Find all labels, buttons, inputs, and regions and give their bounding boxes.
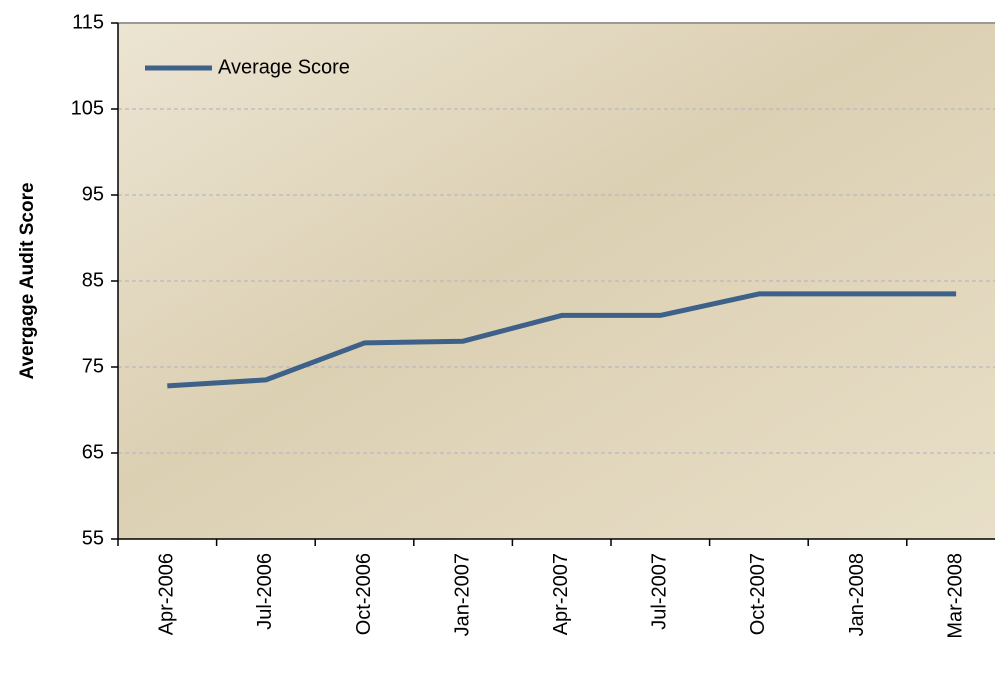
legend-label: Average Score	[218, 56, 350, 78]
x-tick-label: Jan-2007	[451, 553, 473, 636]
y-axis-title: Avergage Audit Score	[17, 182, 38, 379]
y-tick-label: 55	[82, 527, 104, 549]
y-tick-label: 85	[82, 269, 104, 291]
x-tick-label: Mar-2008	[944, 553, 966, 639]
x-tick-label: Jul-2006	[254, 553, 276, 630]
x-tick-label: Jul-2007	[649, 553, 671, 630]
data-line	[167, 291, 957, 389]
y-tick-label: 105	[71, 97, 104, 119]
x-tick-label: Oct-2007	[747, 553, 769, 635]
x-tick-label: Apr-2006	[156, 553, 178, 635]
y-tick-label: 65	[82, 441, 104, 463]
x-tick-label: Jan-2008	[846, 553, 868, 636]
y-tick-label: 95	[82, 183, 104, 205]
x-tick-label: Oct-2006	[353, 553, 375, 635]
x-tick-label: Apr-2007	[550, 553, 572, 635]
y-tick-label: 115	[72, 11, 104, 33]
y-tick-label: 75	[82, 355, 104, 377]
